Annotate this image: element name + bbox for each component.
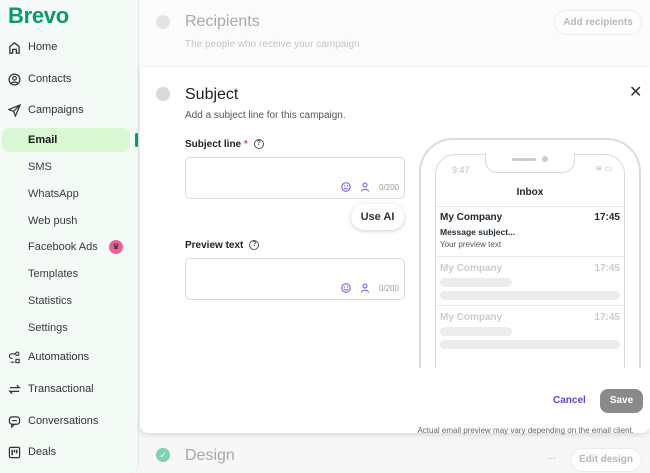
- subject-title: Subject: [185, 86, 239, 103]
- sidebar-item-contacts[interactable]: Contacts: [8, 70, 71, 88]
- phone-preview: 9:47 ≋ ▭ Inbox My Company 17:45 Message s…: [419, 138, 641, 368]
- sidebar-item-sms[interactable]: SMS: [28, 161, 52, 173]
- step-status-icon: [156, 87, 170, 101]
- contacts-icon: [8, 72, 21, 86]
- sidebar-item-whatsapp[interactable]: WhatsApp: [28, 188, 79, 200]
- sidebar-item-deals[interactable]: Deals: [8, 443, 56, 461]
- inbox-title: Inbox: [516, 187, 544, 198]
- sidebar-item-campaigns[interactable]: Campaigns: [8, 101, 84, 119]
- sidebar-item-label: Campaigns: [28, 104, 84, 116]
- sidebar: Brevo Home Contacts Campaigns Email SMS …: [0, 0, 139, 473]
- personalize-icon[interactable]: [360, 283, 370, 293]
- recipients-section: Recipients The people who receive your c…: [140, 0, 650, 67]
- conversations-icon: [8, 415, 21, 428]
- close-icon[interactable]: ✕: [629, 84, 643, 101]
- sidebar-item-email[interactable]: Email: [28, 134, 58, 146]
- sidebar-item-templates[interactable]: Templates: [28, 268, 79, 280]
- design-section: ✓ Design ... Edit design: [140, 440, 650, 473]
- home-icon: [9, 41, 20, 54]
- emoji-icon[interactable]: [341, 182, 351, 192]
- active-indicator: [135, 133, 138, 147]
- character-count: 0/200: [378, 182, 399, 192]
- phone-time: 9:47: [452, 165, 470, 175]
- sidebar-item-statistics[interactable]: Statistics: [28, 295, 73, 307]
- add-recipients-button[interactable]: Add recipients: [554, 10, 642, 35]
- transactional-icon: [8, 384, 21, 394]
- cancel-button[interactable]: Cancel: [553, 395, 586, 406]
- help-icon[interactable]: ?: [249, 240, 260, 251]
- brevo-logo[interactable]: Brevo: [8, 3, 69, 28]
- more-options-icon[interactable]: ...: [548, 451, 556, 461]
- emoji-icon[interactable]: [341, 283, 351, 293]
- design-title: Design: [185, 447, 235, 464]
- email-item-placeholder: My Company 17:45: [436, 305, 624, 354]
- sidebar-item-email-highlight[interactable]: [2, 128, 130, 152]
- preview-disclaimer: Actual email preview may vary depending …: [417, 426, 634, 435]
- wifi-battery-icon: ≋ ▭: [595, 164, 612, 173]
- save-button[interactable]: Save: [600, 389, 643, 413]
- sidebar-item-settings[interactable]: Settings: [28, 322, 68, 334]
- crown-icon: ♛: [109, 240, 123, 254]
- sidebar-item-label: Deals: [28, 446, 57, 458]
- sidebar-item-facebook-ads[interactable]: Facebook Ads: [28, 241, 98, 253]
- send-icon: [8, 103, 21, 117]
- automations-icon: [8, 351, 20, 363]
- sidebar-item-web-push[interactable]: Web push: [28, 215, 78, 227]
- sidebar-item-conversations[interactable]: Conversations: [8, 412, 98, 430]
- sidebar-item-home[interactable]: Home: [8, 38, 57, 56]
- personalize-icon[interactable]: [360, 182, 370, 192]
- edit-design-button[interactable]: Edit design: [570, 448, 642, 472]
- step-status-icon: [156, 15, 170, 29]
- preview-text-input[interactable]: 0/200: [185, 258, 405, 300]
- sidebar-item-label: Transactional: [28, 383, 94, 395]
- sidebar-item-label: Conversations: [28, 415, 99, 427]
- sidebar-item-label: Home: [28, 41, 58, 53]
- sidebar-item-transactional[interactable]: Transactional: [8, 380, 94, 398]
- recipients-title: Recipients: [185, 13, 260, 30]
- sidebar-item-label: Automations: [28, 351, 90, 363]
- subject-line-label: Subject line *?: [185, 139, 264, 150]
- help-icon[interactable]: ?: [253, 139, 264, 150]
- sidebar-item-label: Contacts: [28, 73, 72, 85]
- check-icon: ✓: [156, 448, 170, 462]
- preview-text-label: Preview text?: [185, 240, 260, 251]
- recipients-subtitle: The people who receive your campaign: [185, 39, 360, 50]
- email-item-placeholder: My Company 17:45: [436, 256, 624, 305]
- character-count: 0/200: [378, 283, 399, 293]
- email-item: My Company 17:45 Message subject... Your …: [436, 206, 624, 256]
- use-ai-button[interactable]: Use AI: [351, 204, 404, 230]
- subject-subtitle: Add a subject line for this campaign.: [185, 110, 346, 121]
- deals-icon: [8, 446, 21, 458]
- sidebar-item-automations[interactable]: Automations: [8, 348, 89, 366]
- subject-line-input[interactable]: 0/200: [185, 157, 405, 199]
